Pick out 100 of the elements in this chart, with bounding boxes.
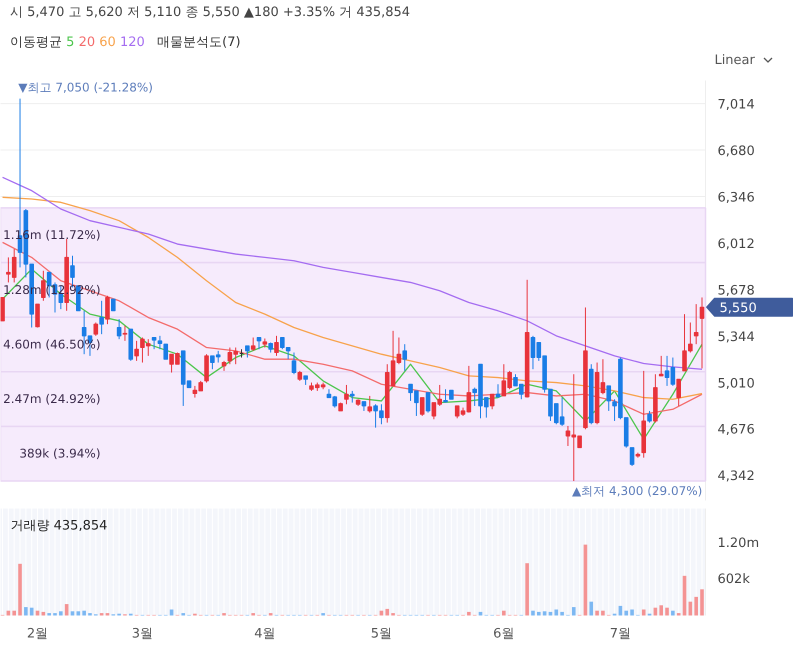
text: 5,550: [720, 301, 757, 316]
bar: [694, 596, 698, 616]
bar: [12, 610, 16, 616]
candlestick: [350, 390, 355, 404]
text: 60: [99, 35, 116, 50]
bar: [82, 610, 86, 616]
annotation: ▼최고 7,050 (-21.28%): [18, 80, 153, 95]
bar: [642, 609, 646, 616]
y-tick-label: 4,342: [718, 469, 755, 484]
candlestick: [344, 384, 349, 405]
bar: [618, 606, 622, 616]
y-tick-label: 5,344: [718, 330, 755, 345]
candlestick: [268, 342, 273, 354]
candlestick: [158, 335, 162, 350]
bar: [682, 576, 686, 616]
candlestick: [250, 337, 256, 352]
candlestick: [694, 304, 698, 345]
bar: [385, 608, 390, 616]
annotation: ▲최저 4,300 (29.07%): [572, 484, 702, 498]
bar: [502, 610, 506, 616]
bar: [36, 610, 40, 616]
candlestick: [496, 384, 500, 398]
candlestick: [420, 397, 425, 416]
candlestick: [292, 352, 296, 375]
candlestick: [116, 318, 122, 340]
text: 120: [120, 35, 145, 50]
y-tick-label: 5,678: [718, 283, 755, 298]
candlestick: [676, 378, 681, 406]
candlestick: [105, 295, 110, 325]
bar: [542, 611, 546, 616]
bar: [624, 610, 628, 616]
bar: [659, 605, 664, 616]
bar: [688, 602, 692, 616]
candlestick: [163, 344, 168, 360]
candlestick: [35, 304, 40, 328]
candlestick: [110, 298, 116, 312]
bar: [6, 610, 10, 616]
candlestick: [362, 401, 366, 412]
y-tick-label: 602k: [718, 572, 750, 587]
candlestick: [0, 296, 5, 322]
candlestick: [274, 335, 279, 356]
bar: [70, 611, 74, 616]
bar: [30, 608, 34, 616]
x-tick-label: 7월: [610, 626, 632, 642]
bar: [671, 610, 675, 616]
band-label: 389k (3.94%): [19, 446, 101, 461]
y-tick-label: 5,010: [718, 376, 755, 392]
candlestick: [222, 360, 226, 372]
bar: [584, 544, 588, 616]
bar: [531, 610, 535, 616]
bar: [24, 607, 28, 616]
bar: [560, 612, 564, 616]
bar: [700, 589, 704, 616]
candlestick: [256, 337, 262, 350]
bar: [467, 612, 471, 616]
bar: [76, 611, 80, 616]
bar: [665, 608, 669, 616]
y-tick-label: 1.20m: [718, 536, 760, 551]
y-tick-label: 7,014: [718, 98, 755, 113]
x-tick-label: 4월: [254, 626, 276, 642]
candlestick: [647, 410, 652, 424]
bar: [654, 608, 658, 616]
y-tick-label: 6,012: [718, 236, 755, 252]
text: 거래량 435,854: [10, 518, 108, 534]
bar: [64, 604, 68, 616]
candlestick: [449, 390, 454, 400]
candlestick: [93, 322, 98, 336]
bar: [18, 564, 22, 616]
bar: [572, 607, 576, 616]
text: 매물분석도(7): [157, 35, 241, 50]
x-tick-label: 5월: [370, 626, 392, 642]
x-tick-label: 3월: [132, 626, 154, 642]
bar: [595, 610, 599, 616]
bar: [478, 612, 482, 616]
text: 5: [66, 35, 74, 50]
candlestick: [152, 337, 156, 350]
candlestick: [303, 375, 308, 386]
candlestick: [630, 447, 634, 467]
y-tick-label: 4,676: [718, 422, 755, 438]
bar: [548, 612, 552, 616]
candlestick: [41, 270, 46, 302]
x-tick-label: 6월: [493, 626, 514, 642]
candlestick: [426, 392, 430, 414]
band-label: 2.47m (24.92%): [3, 392, 100, 406]
candlestick: [700, 296, 704, 369]
bar: [42, 612, 46, 616]
y-tick-label: 6,680: [718, 144, 755, 160]
bar: [601, 610, 605, 616]
bar: [525, 563, 529, 616]
bar: [536, 612, 541, 616]
bar: [630, 609, 634, 616]
line-series: [2, 242, 703, 415]
chart-subtitle: 시 5,470 고 5,620 저 5,110 종 5,550 ▲180 +3.35% 거 435,854: [10, 4, 410, 22]
x-tick-label: 2월: [26, 626, 48, 642]
candlestick: [606, 385, 612, 412]
text: 20: [78, 35, 96, 50]
candlestick: [658, 355, 664, 376]
candlestick: [262, 338, 268, 348]
text: Linear: [714, 52, 756, 70]
legend-title: 이동평균: [10, 35, 62, 50]
